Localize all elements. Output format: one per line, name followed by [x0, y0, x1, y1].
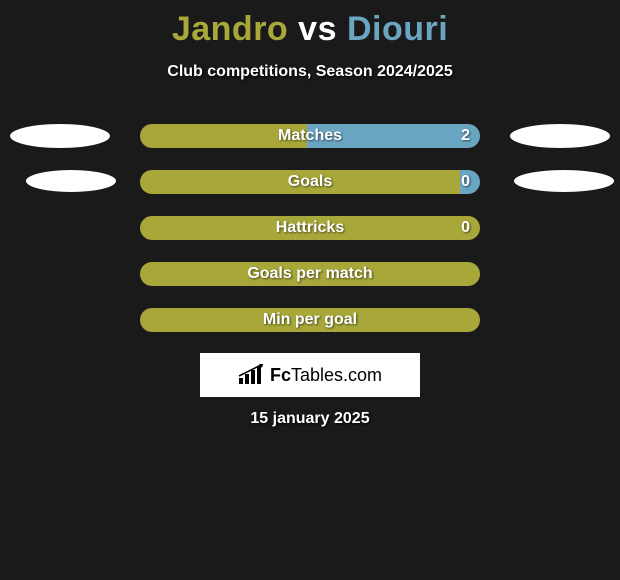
stat-fill-left — [140, 216, 480, 240]
stat-pill: Goals 0 — [140, 170, 480, 194]
stat-row-hattricks: Hattricks 0 — [0, 216, 620, 242]
stat-fill-left — [140, 262, 480, 286]
stat-pill: Goals per match — [140, 262, 480, 286]
branding-badge: FcTables.com — [200, 353, 420, 397]
stat-fill-left — [140, 170, 460, 194]
stat-row-goals-per-match: Goals per match — [0, 262, 620, 288]
stat-row-goals: Goals 0 — [0, 170, 620, 196]
stat-pill: Matches 2 — [140, 124, 480, 148]
stat-row-matches: Matches 2 — [0, 124, 620, 150]
stats-rows: Matches 2 Goals 0 Hattricks 0 — [0, 124, 620, 354]
stat-fill-right — [307, 124, 480, 148]
branding-text: FcTables.com — [270, 365, 382, 386]
footer-date: 15 january 2025 — [0, 410, 620, 428]
stat-row-min-per-goal: Min per goal — [0, 308, 620, 334]
stat-value-right: 0 — [461, 216, 470, 240]
stat-fill-left — [140, 124, 307, 148]
branding-text-rest: Tables.com — [291, 365, 382, 385]
bar-chart-icon — [238, 364, 264, 386]
stat-pill: Min per goal — [140, 308, 480, 332]
stat-pill: Hattricks 0 — [140, 216, 480, 240]
stat-value-right: 2 — [461, 124, 470, 148]
comparison-infographic: Jandro vs Diouri Club competitions, Seas… — [0, 0, 620, 580]
subtitle: Club competitions, Season 2024/2025 — [0, 63, 620, 81]
title-vs: vs — [298, 10, 337, 48]
title-player-right: Diouri — [347, 10, 448, 48]
branding-text-bold: Fc — [270, 365, 291, 385]
title-player-left: Jandro — [172, 10, 288, 48]
page-title: Jandro vs Diouri — [0, 0, 620, 49]
stat-value-right: 0 — [461, 170, 470, 194]
stat-fill-left — [140, 308, 480, 332]
